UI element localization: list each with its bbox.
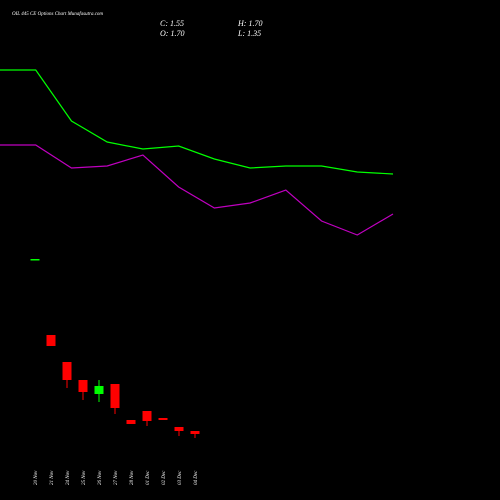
indicator-line	[0, 69, 394, 175]
ohlc-label: C: 1.55	[160, 19, 184, 28]
candle-body	[126, 420, 136, 424]
chart-title: OIL 445 CE Options Chart Munafasutra.com	[12, 12, 103, 17]
indicator-line	[0, 144, 394, 236]
candle-body	[62, 362, 72, 380]
x-tick-label: 24 Nov	[66, 470, 71, 485]
x-tick-label: 01 Dec	[146, 470, 151, 485]
candle-body	[30, 259, 40, 261]
candle-body	[94, 386, 104, 394]
ohlc-label: L: 1.35	[237, 29, 261, 38]
x-tick-label: 20 Nov	[34, 470, 39, 485]
candle-body	[78, 380, 88, 392]
candle-body	[110, 384, 120, 408]
candle-body	[158, 418, 168, 420]
candle-body	[46, 335, 56, 346]
x-tick-label: 03 Dec	[178, 470, 183, 485]
x-tick-label: 02 Dec	[162, 470, 167, 485]
x-tick-label: 25 Nov	[82, 470, 87, 485]
x-tick-label: 27 Nov	[114, 470, 119, 485]
x-tick-label: 04 Dec	[194, 470, 199, 485]
candle-body	[142, 411, 152, 421]
x-tick-label: 26 Nov	[98, 470, 103, 485]
candle-body	[174, 427, 184, 431]
x-tick-label: 28 Nov	[130, 470, 135, 485]
candle-body	[190, 431, 200, 434]
ohlc-label: O: 1.70	[160, 29, 184, 38]
ohlc-label: H: 1.70	[237, 19, 262, 28]
x-tick-label: 21 Nov	[50, 470, 55, 485]
